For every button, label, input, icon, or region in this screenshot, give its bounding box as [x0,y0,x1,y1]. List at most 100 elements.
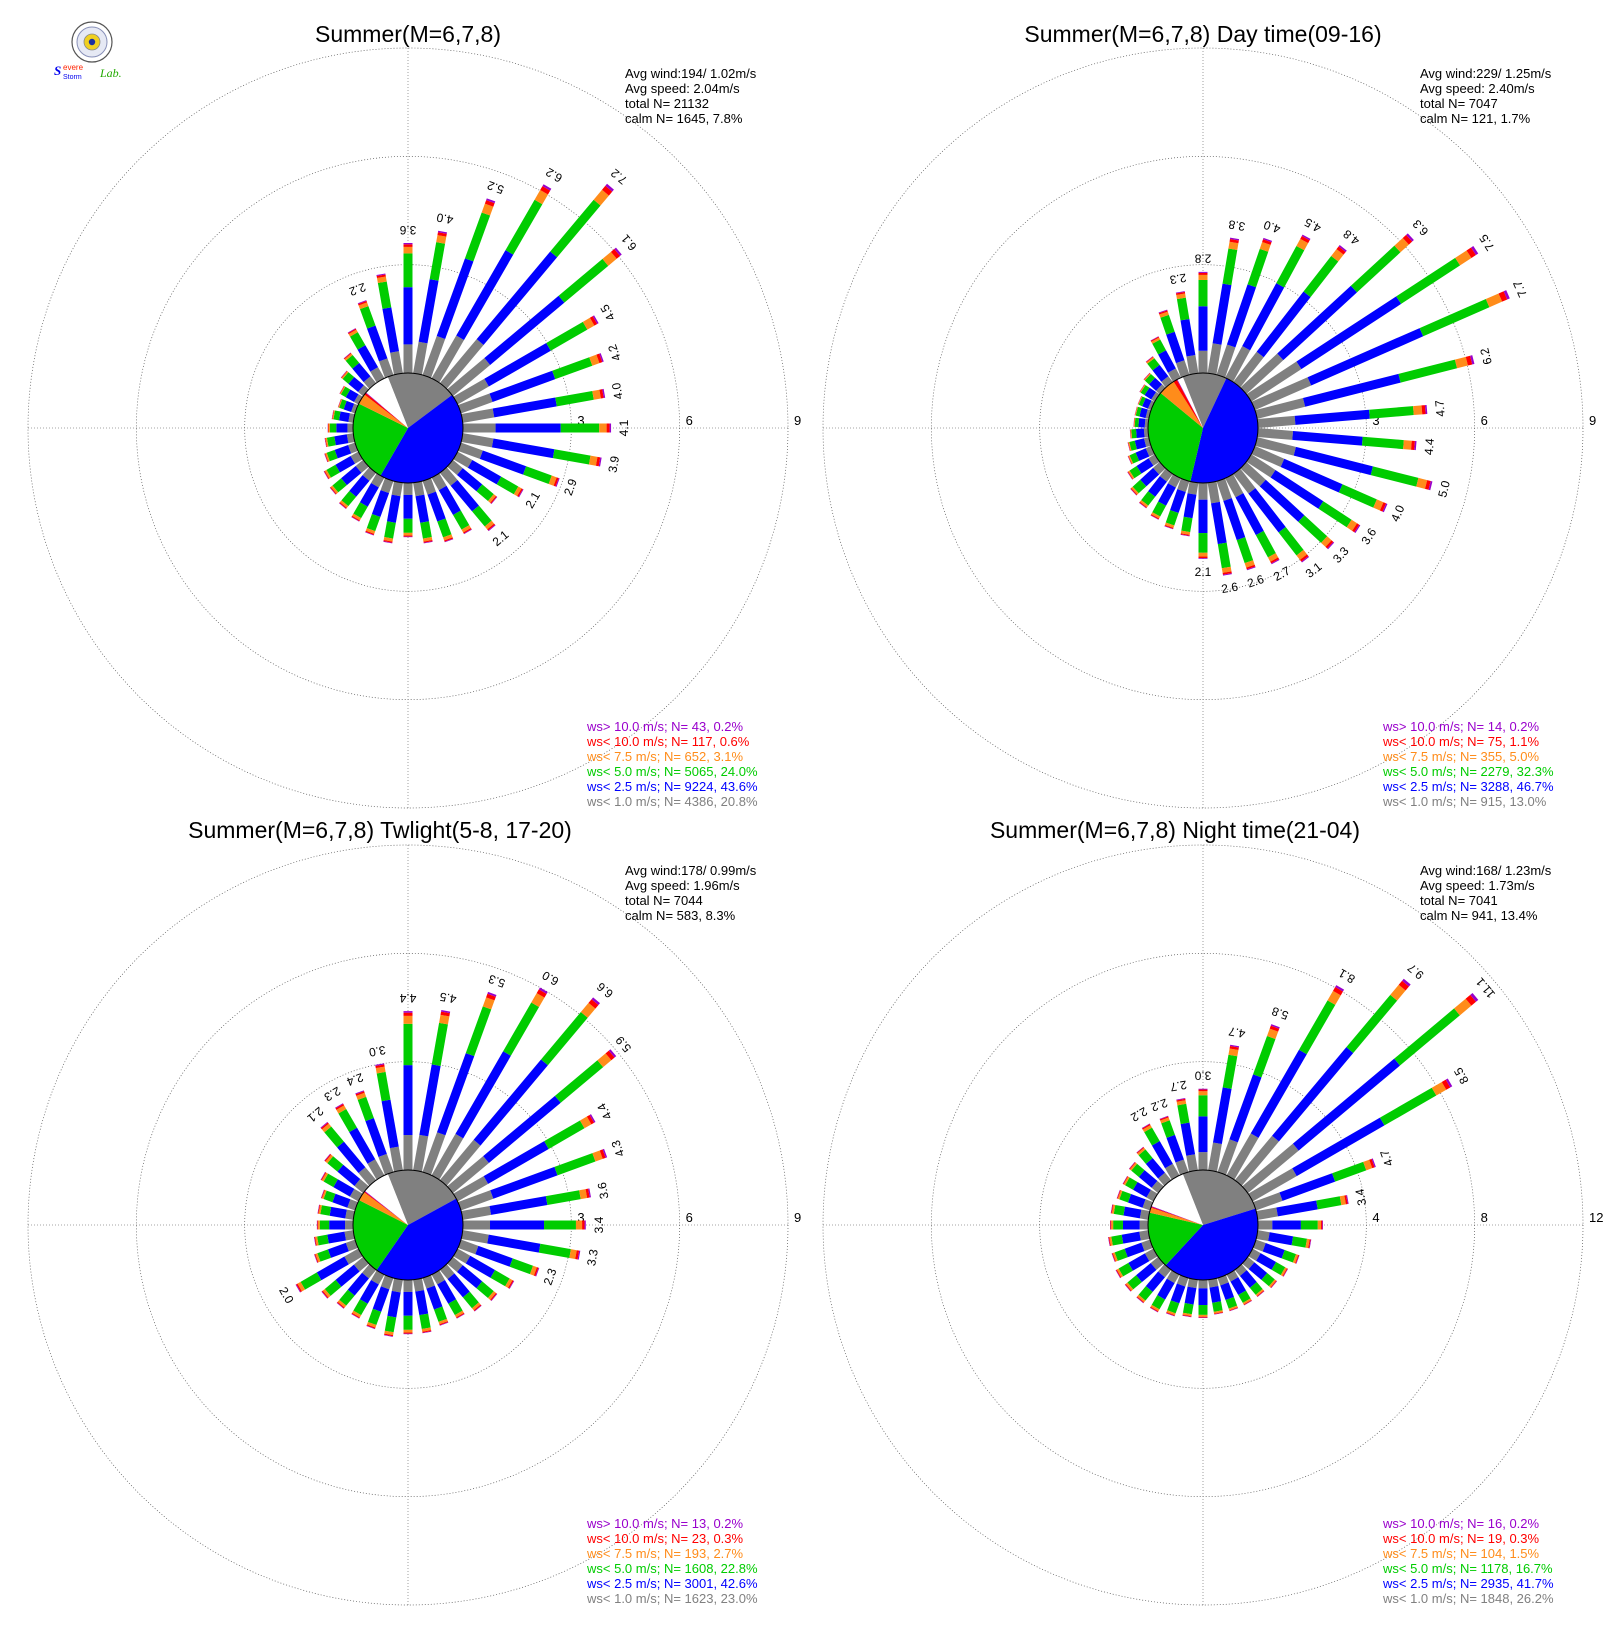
logo-storm-text: Storm [63,74,82,81]
bar-segment [1129,1162,1138,1171]
bar-segment [509,1258,534,1275]
bar-segment [1390,984,1406,1001]
bar-segment [1180,530,1191,535]
bar-segment [383,540,393,543]
bar-segment [1255,437,1296,456]
bar-segment [503,1002,540,1056]
bar-segment [403,1135,413,1170]
bar-segment [1136,1147,1145,1154]
direction-bar-20 [1217,1024,1280,1175]
bar-segment [569,1249,577,1260]
bar-segment [1136,458,1154,474]
ring-9 [27,844,789,1606]
bar-segment [422,1330,432,1333]
bar-segment [420,521,432,539]
bar-segment [599,389,604,399]
bar-segment [1256,1230,1270,1242]
direction-bar-27 [1255,355,1475,419]
bar-segment [1134,406,1138,416]
bar-segment [1272,1047,1354,1142]
bar-value-label: 2.1 [522,489,543,511]
bar-segment [1394,1008,1460,1066]
bar-segment [1125,1177,1138,1190]
direction-bar-0 [1198,483,1208,559]
bar-segment [317,1234,329,1246]
bar-segment [458,1239,479,1255]
center-pie-slice [1160,381,1203,428]
bar-segment [403,1015,413,1024]
bar-segment [403,1280,413,1292]
bar-segment [1150,336,1159,341]
bar-segment [367,1159,385,1180]
bar-segment [421,1327,432,1332]
bar-segment [357,1096,374,1122]
bar-segment [606,423,610,433]
bar-segment [489,370,556,403]
bar-segment [1177,478,1190,493]
bar-segment [540,186,551,195]
direction-bar-30 [1255,437,1433,491]
bar-segment [456,1312,465,1319]
bar-segment [1130,429,1132,439]
bar-segment [1182,1303,1194,1315]
bar-segment [439,467,458,486]
bar-segment [347,1199,358,1211]
bar-segment [1117,1190,1121,1199]
direction-bar-25 [458,353,604,414]
bar-segment [1253,1239,1266,1252]
bar-segment [1246,361,1302,402]
bar-segment [487,1234,541,1253]
bar-value-label: 3.0 [368,1043,387,1060]
bar-segment [1212,1301,1223,1312]
bar-segment [381,1099,399,1149]
bar-segment [353,502,368,519]
direction-bar-2 [365,478,394,536]
bar-segment [321,1189,327,1200]
legend-entry: ws< 7.5 m/s; N= 652, 3.1% [586,749,744,764]
bar-segment [403,1011,413,1013]
direction-bar-2 [1166,1275,1189,1317]
bar-segment [490,1270,510,1287]
bar-segment [491,1293,498,1301]
direction-bar-18 [1175,291,1199,375]
bar-segment [403,1329,413,1333]
bar-segment [1133,417,1135,427]
bar-segment [1115,1269,1122,1278]
bar-segment [1243,1299,1252,1306]
direction-bar-28 [461,1230,581,1260]
bar-segment [318,1204,322,1215]
bar-segment [1153,461,1166,475]
bar-segment [1135,428,1145,439]
bar-segment [323,1173,338,1188]
direction-bar-22 [1225,234,1311,382]
bar-segment [1175,360,1190,378]
bar-segment [1123,1206,1142,1219]
bar-segment [595,456,601,467]
center-pie-slice [1151,1206,1203,1225]
bar-segment [1164,524,1174,529]
bar-segment [598,457,602,467]
bar-segment [1177,1103,1190,1125]
bar-segment [353,1299,368,1316]
bar-segment [1114,1248,1128,1261]
bar-segment [332,478,347,493]
bar-segment [586,1114,595,1125]
bar-segment [1139,501,1147,509]
direction-bar-7 [314,1239,358,1263]
bar-segment [1230,1044,1240,1048]
bar-segment [331,410,334,420]
bar-segment [462,1291,479,1309]
direction-bar-6 [1127,454,1160,480]
bar-segment [1281,1249,1297,1263]
bar-segment [321,1189,325,1199]
bar-segment [341,466,362,486]
bar-segment [1295,1255,1300,1264]
bar-segment [403,494,413,519]
bar-segment [496,476,519,495]
bar-segment [575,1220,583,1230]
bar-segment [453,510,470,530]
legend-entry: ws< 7.5 m/s; N= 355, 5.0% [1382,749,1540,764]
bar-segment [447,1256,463,1272]
center-pie-slice [1182,1169,1256,1225]
bar-segment [1180,534,1190,537]
